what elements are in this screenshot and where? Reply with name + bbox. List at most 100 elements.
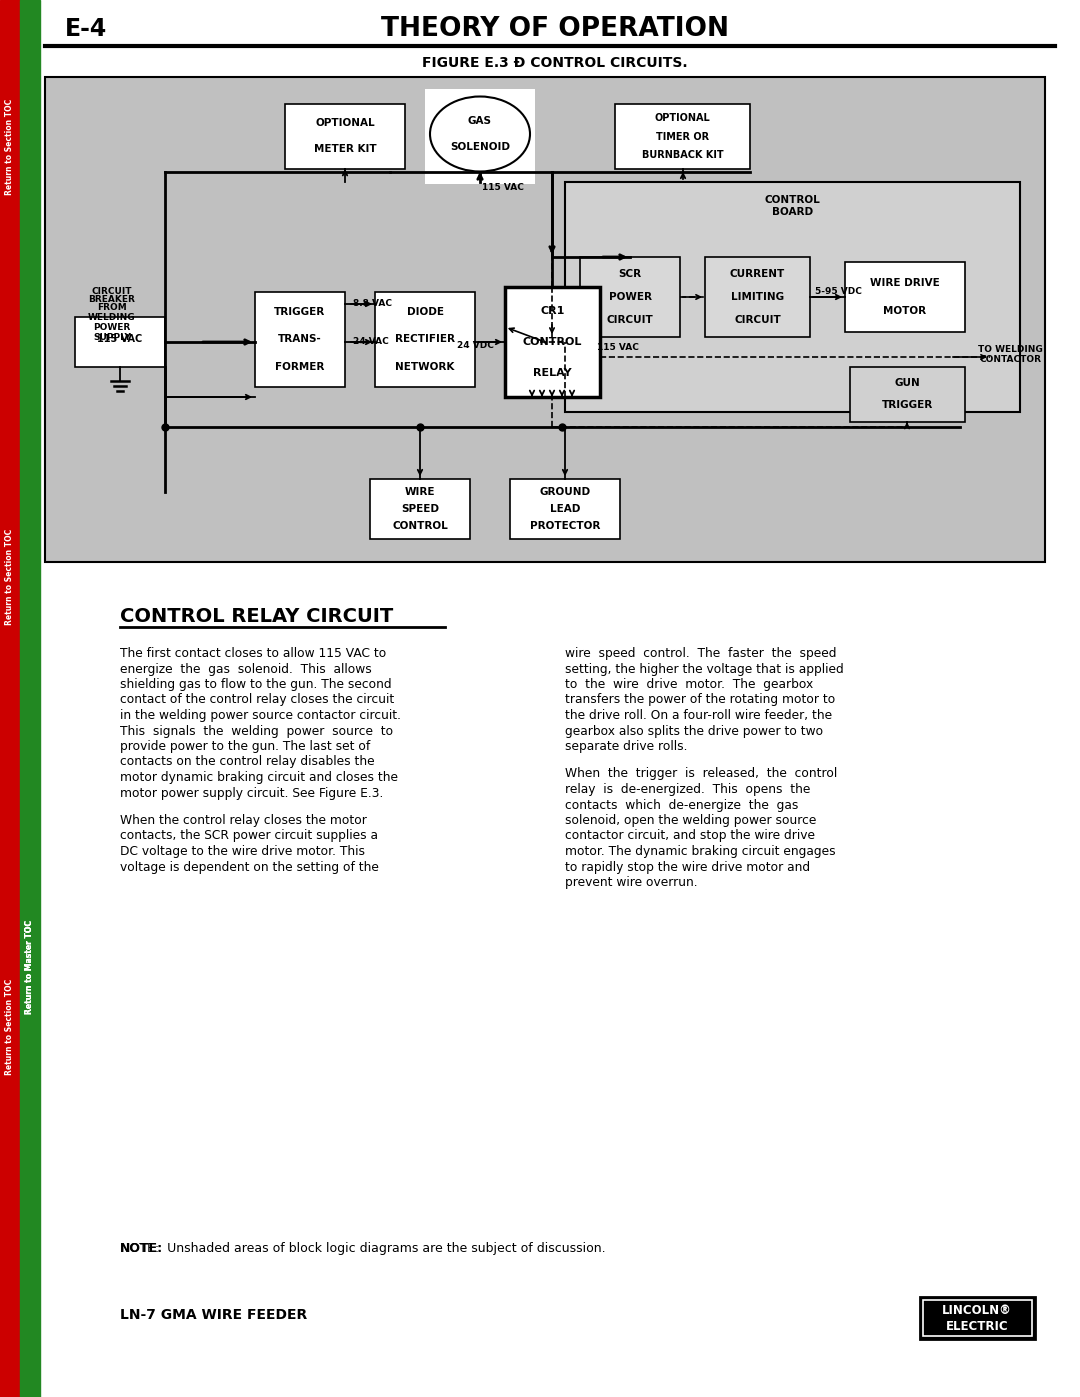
Text: RELAY: RELAY bbox=[534, 369, 571, 379]
Text: Return to Master TOC: Return to Master TOC bbox=[26, 921, 35, 1014]
Text: CONTACTOR: CONTACTOR bbox=[978, 355, 1041, 365]
Bar bbox=[370, 479, 470, 539]
Text: TO WELDING: TO WELDING bbox=[977, 345, 1042, 353]
Text: WELDING: WELDING bbox=[89, 313, 136, 321]
Text: 115 VAC: 115 VAC bbox=[97, 334, 143, 344]
Text: METER KIT: METER KIT bbox=[313, 144, 376, 155]
Text: setting, the higher the voltage that is applied: setting, the higher the voltage that is … bbox=[565, 662, 843, 676]
Text: in the welding power source contactor circuit.: in the welding power source contactor ci… bbox=[120, 710, 401, 722]
Text: prevent wire overrun.: prevent wire overrun. bbox=[565, 876, 698, 888]
Text: Return to Master TOC: Return to Master TOC bbox=[26, 921, 35, 1014]
Bar bbox=[375, 292, 475, 387]
Text: relay  is  de-energized.  This  opens  the: relay is de-energized. This opens the bbox=[565, 782, 810, 796]
Text: gearbox also splits the drive power to two: gearbox also splits the drive power to t… bbox=[565, 725, 823, 738]
Text: CONTROL: CONTROL bbox=[523, 337, 582, 346]
Text: CR1: CR1 bbox=[540, 306, 565, 316]
Text: LN-7 GMA WIRE FEEDER: LN-7 GMA WIRE FEEDER bbox=[120, 1308, 307, 1322]
Text: MOTOR: MOTOR bbox=[883, 306, 927, 316]
Text: 115 VAC: 115 VAC bbox=[597, 344, 639, 352]
Text: LINCOLN®: LINCOLN® bbox=[942, 1303, 1012, 1317]
Text: to  the  wire  drive  motor.  The  gearbox: to the wire drive motor. The gearbox bbox=[565, 678, 813, 692]
Text: DIODE: DIODE bbox=[406, 307, 444, 317]
Text: 8.8 VAC: 8.8 VAC bbox=[353, 299, 392, 309]
Text: contacts, the SCR power circuit supplies a: contacts, the SCR power circuit supplies… bbox=[120, 830, 378, 842]
Text: wire  speed  control.  The  faster  the  speed: wire speed control. The faster the speed bbox=[565, 647, 837, 659]
Text: 5-95 VDC: 5-95 VDC bbox=[815, 288, 862, 296]
Text: provide power to the gun. The last set of: provide power to the gun. The last set o… bbox=[120, 740, 370, 753]
Bar bbox=[45, 77, 1045, 562]
Bar bbox=[255, 292, 345, 387]
Text: RECTIFIER: RECTIFIER bbox=[395, 334, 455, 345]
Bar bbox=[580, 257, 680, 337]
Text: NETWORK: NETWORK bbox=[395, 362, 455, 372]
Text: THEORY OF OPERATION: THEORY OF OPERATION bbox=[381, 15, 729, 42]
Text: to rapidly stop the wire drive motor and: to rapidly stop the wire drive motor and bbox=[565, 861, 810, 873]
Text: Return to Master TOC: Return to Master TOC bbox=[26, 921, 35, 1014]
Text: CIRCUIT: CIRCUIT bbox=[92, 288, 132, 296]
Text: SOLENOID: SOLENOID bbox=[450, 141, 510, 151]
Bar bbox=[505, 286, 600, 397]
Text: OPTIONAL: OPTIONAL bbox=[315, 119, 375, 129]
Text: TRANS-: TRANS- bbox=[279, 334, 322, 345]
Text: Return to Section TOC: Return to Section TOC bbox=[5, 979, 14, 1076]
Bar bbox=[75, 317, 165, 367]
Bar bbox=[510, 479, 620, 539]
Text: BURNBACK KIT: BURNBACK KIT bbox=[642, 149, 724, 161]
Text: The first contact closes to allow 115 VAC to: The first contact closes to allow 115 VA… bbox=[120, 647, 387, 659]
Text: SUPPLY: SUPPLY bbox=[93, 332, 131, 341]
Text: contacts  which  de-energize  the  gas: contacts which de-energize the gas bbox=[565, 799, 798, 812]
Text: shielding gas to flow to the gun. The second: shielding gas to flow to the gun. The se… bbox=[120, 678, 392, 692]
Text: energize  the  gas  solenoid.  This  allows: energize the gas solenoid. This allows bbox=[120, 662, 372, 676]
Text: SPEED: SPEED bbox=[401, 504, 438, 514]
Text: When  the  trigger  is  released,  the  control: When the trigger is released, the contro… bbox=[565, 767, 837, 781]
Bar bbox=[845, 263, 966, 332]
Bar bbox=[920, 1296, 1035, 1338]
Text: CONTROL: CONTROL bbox=[392, 521, 448, 531]
Text: CONTROL: CONTROL bbox=[765, 196, 821, 205]
Text: BOARD: BOARD bbox=[772, 207, 813, 217]
Text: GAS: GAS bbox=[468, 116, 492, 127]
Bar bbox=[705, 257, 810, 337]
Text: FORMER: FORMER bbox=[275, 362, 325, 372]
Text: LIMITING: LIMITING bbox=[731, 292, 784, 302]
Text: NOTE:: NOTE: bbox=[120, 1242, 163, 1255]
Text: WIRE DRIVE: WIRE DRIVE bbox=[870, 278, 940, 288]
Text: 115 VAC: 115 VAC bbox=[482, 183, 524, 191]
Text: FROM: FROM bbox=[97, 303, 126, 312]
Text: motor. The dynamic braking circuit engages: motor. The dynamic braking circuit engag… bbox=[565, 845, 836, 858]
Text: FIGURE E.3 Ð CONTROL CIRCUITS.: FIGURE E.3 Ð CONTROL CIRCUITS. bbox=[422, 56, 688, 70]
Text: This  signals  the  welding  power  source  to: This signals the welding power source to bbox=[120, 725, 393, 738]
Text: CURRENT: CURRENT bbox=[730, 270, 785, 279]
Text: TRIGGER: TRIGGER bbox=[882, 401, 933, 411]
Bar bbox=[21, 0, 40, 1397]
Text: Return to Section TOC: Return to Section TOC bbox=[5, 99, 14, 196]
Text: CONTROL RELAY CIRCUIT: CONTROL RELAY CIRCUIT bbox=[120, 608, 393, 626]
Text: CIRCUIT: CIRCUIT bbox=[607, 314, 653, 326]
Text: POWER: POWER bbox=[608, 292, 651, 302]
Text: POWER: POWER bbox=[93, 323, 131, 331]
Text: motor power supply circuit. See Figure E.3.: motor power supply circuit. See Figure E… bbox=[120, 787, 383, 799]
Text: LEAD: LEAD bbox=[550, 504, 580, 514]
Text: DC voltage to the wire drive motor. This: DC voltage to the wire drive motor. This bbox=[120, 845, 365, 858]
Text: transfers the power of the rotating motor to: transfers the power of the rotating moto… bbox=[565, 693, 835, 707]
Text: Return to Section TOC: Return to Section TOC bbox=[5, 529, 14, 624]
Text: 24 VDC: 24 VDC bbox=[457, 341, 494, 349]
Text: When the control relay closes the motor: When the control relay closes the motor bbox=[120, 814, 367, 827]
Text: voltage is dependent on the setting of the: voltage is dependent on the setting of t… bbox=[120, 861, 379, 873]
Text: NOTE:  Unshaded areas of block logic diagrams are the subject of discussion.: NOTE: Unshaded areas of block logic diag… bbox=[120, 1242, 606, 1255]
Text: BREAKER: BREAKER bbox=[89, 296, 135, 305]
Text: contacts on the control relay disables the: contacts on the control relay disables t… bbox=[120, 756, 375, 768]
Text: TIMER OR: TIMER OR bbox=[656, 131, 710, 141]
Text: PROTECTOR: PROTECTOR bbox=[530, 521, 600, 531]
Text: the drive roll. On a four-roll wire feeder, the: the drive roll. On a four-roll wire feed… bbox=[565, 710, 832, 722]
Text: contactor circuit, and stop the wire drive: contactor circuit, and stop the wire dri… bbox=[565, 830, 815, 842]
Text: contact of the control relay closes the circuit: contact of the control relay closes the … bbox=[120, 693, 394, 707]
Text: WIRE: WIRE bbox=[405, 488, 435, 497]
Text: motor dynamic braking circuit and closes the: motor dynamic braking circuit and closes… bbox=[120, 771, 399, 784]
Bar bbox=[565, 182, 1020, 412]
Text: GUN: GUN bbox=[894, 379, 920, 388]
Text: separate drive rolls.: separate drive rolls. bbox=[565, 740, 688, 753]
Text: 24 VAC: 24 VAC bbox=[353, 338, 389, 346]
Bar bbox=[923, 1301, 1032, 1336]
Bar bbox=[426, 89, 535, 184]
